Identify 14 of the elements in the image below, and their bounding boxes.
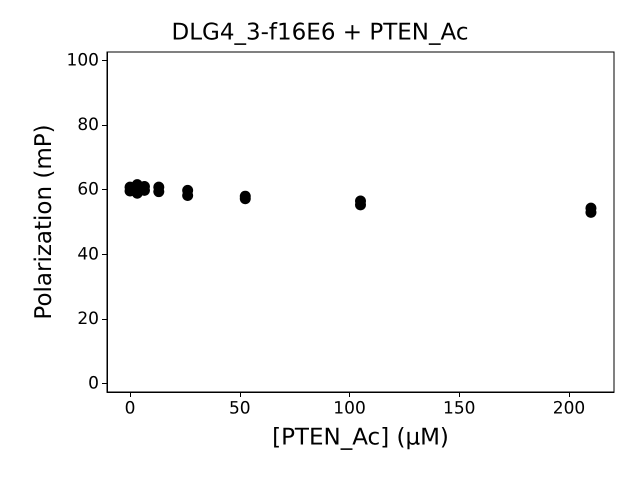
x-axis-title: [PTEN_Ac] (μM)	[272, 424, 449, 450]
y-tick-label: 40	[77, 244, 99, 264]
y-tick-label: 100	[66, 50, 99, 71]
x-tick-label: 100	[333, 398, 366, 418]
y-tick-label: 20	[77, 308, 99, 329]
x-tick-label: 150	[443, 398, 476, 418]
y-tick-label: 80	[77, 115, 99, 136]
x-tick-label: 200	[552, 398, 586, 418]
chart-title: DLG4_3-f16E6 + PTEN_Ac	[172, 20, 468, 46]
x-tick-label: 0	[124, 398, 136, 418]
y-tick-label: 0	[88, 373, 99, 394]
y-axis-title: Polarization (mP)	[31, 124, 58, 320]
y-tick-label: 60	[77, 180, 99, 200]
x-tick-label: 50	[228, 398, 251, 418]
